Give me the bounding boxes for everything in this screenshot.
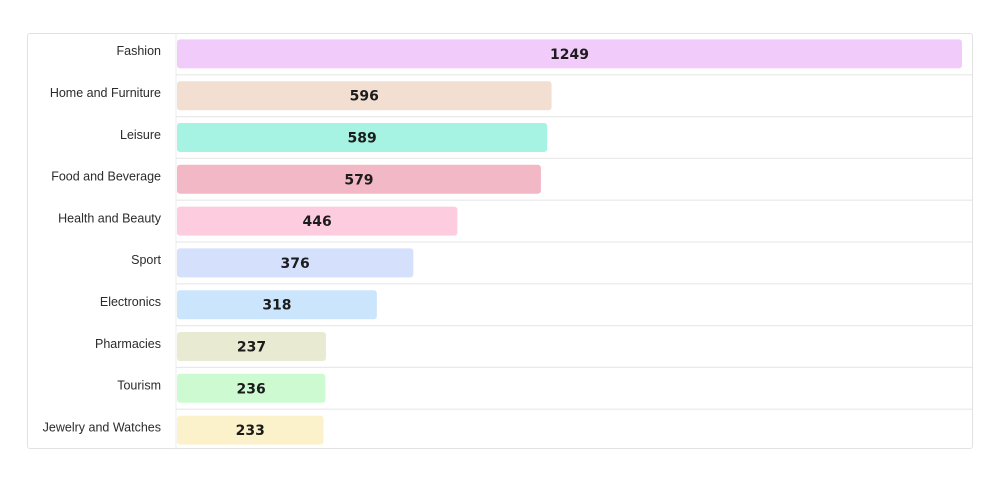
- bar: [177, 290, 377, 320]
- chart-container: Fashion Home and Furniture Leisure Food and…: [27, 33, 973, 450]
- bar: [177, 164, 541, 194]
- category-label: Sport: [131, 253, 161, 267]
- category-label: Fashion: [117, 44, 162, 58]
- bar: [177, 39, 962, 69]
- bars: [177, 39, 962, 445]
- bar: [177, 332, 326, 361]
- category-label: Pharmacies: [95, 337, 161, 351]
- category-label: Home and Furniture: [50, 86, 161, 100]
- category-label: Health and Beauty: [58, 211, 162, 225]
- bar-value-label: 318: [262, 298, 291, 314]
- category-label: Leisure: [120, 128, 161, 142]
- bar: [177, 415, 324, 445]
- value-labels: 1249 596 589 579 446 376 318 237 236 233: [236, 47, 589, 439]
- row-grid: [175, 34, 972, 450]
- bar: [177, 373, 326, 403]
- bar-value-label: 376: [281, 256, 310, 272]
- bar: [177, 206, 458, 236]
- category-label: Food and Beverage: [51, 170, 161, 184]
- bar-value-label: 233: [236, 423, 265, 439]
- category-labels: Fashion Home and Furniture Leisure Food and…: [43, 44, 162, 434]
- bar: [177, 123, 548, 152]
- category-label: Tourism: [117, 379, 161, 393]
- bar-value-label: 446: [303, 214, 332, 230]
- bar: [177, 81, 552, 111]
- bar-value-label: 1249: [550, 47, 589, 63]
- bar-value-label: 579: [344, 172, 373, 188]
- bar: [177, 248, 414, 278]
- bar-value-label: 589: [347, 131, 376, 147]
- bar-value-label: 237: [237, 340, 266, 356]
- bar-value-label: 236: [237, 381, 266, 397]
- category-label: Electronics: [100, 295, 161, 309]
- category-label: Jewelry and Watches: [43, 420, 161, 434]
- bar-chart: Fashion Home and Furniture Leisure Food and…: [43, 34, 972, 450]
- bar-value-label: 596: [350, 89, 379, 105]
